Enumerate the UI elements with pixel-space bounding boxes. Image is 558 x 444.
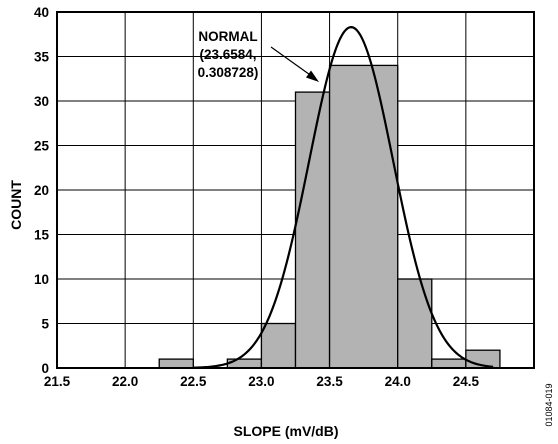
histogram-bar xyxy=(397,278,433,369)
plot-frame xyxy=(56,11,535,369)
normal-fit-annotation: NORMAL (23.6584, 0.308728) xyxy=(198,29,319,82)
y-tick-labels: 0 5 10 15 20 25 30 35 40 xyxy=(34,5,50,376)
x-tick-label: 22.0 xyxy=(112,374,138,389)
histogram-bar xyxy=(158,358,194,369)
histogram-bar xyxy=(431,358,467,369)
x-tick-label: 24.5 xyxy=(453,374,480,389)
x-tick-label: 21.5 xyxy=(44,374,71,389)
y-tick-label: 5 xyxy=(41,317,49,332)
x-tick-label: 23.0 xyxy=(248,374,274,389)
y-tick-label: 0 xyxy=(41,361,49,376)
annotation-line-2: (23.6584, xyxy=(199,47,256,62)
normal-fit-curve xyxy=(193,26,494,369)
histogram-bar xyxy=(328,64,399,369)
x-tick-label: 23.5 xyxy=(316,374,343,389)
annotation-line-1: NORMAL xyxy=(198,29,257,44)
histogram-bar xyxy=(294,91,331,369)
y-tick-label: 25 xyxy=(34,139,50,154)
histogram-bars xyxy=(158,64,501,369)
x-axis-title: SLOPE (mV/dB) xyxy=(233,423,338,439)
x-tick-labels: 21.5 22.0 22.5 23.0 23.5 24.0 24.5 xyxy=(44,374,480,389)
y-tick-label: 35 xyxy=(34,50,50,65)
x-tick-label: 22.5 xyxy=(180,374,207,389)
y-tick-label: 20 xyxy=(34,183,49,198)
x-tick-label: 24.0 xyxy=(385,374,411,389)
annotation-leader-line xyxy=(270,46,314,78)
figure-id-label: 01084-019 xyxy=(544,383,554,426)
y-tick-label: 15 xyxy=(34,228,50,243)
y-axis-title: COUNT xyxy=(8,180,24,230)
y-tick-label: 30 xyxy=(34,94,49,109)
annotation-line-3: 0.308728) xyxy=(198,65,259,80)
normal-curve-layer xyxy=(193,26,494,369)
y-tick-label: 10 xyxy=(34,272,49,287)
y-tick-label: 40 xyxy=(34,5,49,20)
annotation-arrowhead xyxy=(306,70,319,82)
histogram-bar xyxy=(260,322,297,369)
